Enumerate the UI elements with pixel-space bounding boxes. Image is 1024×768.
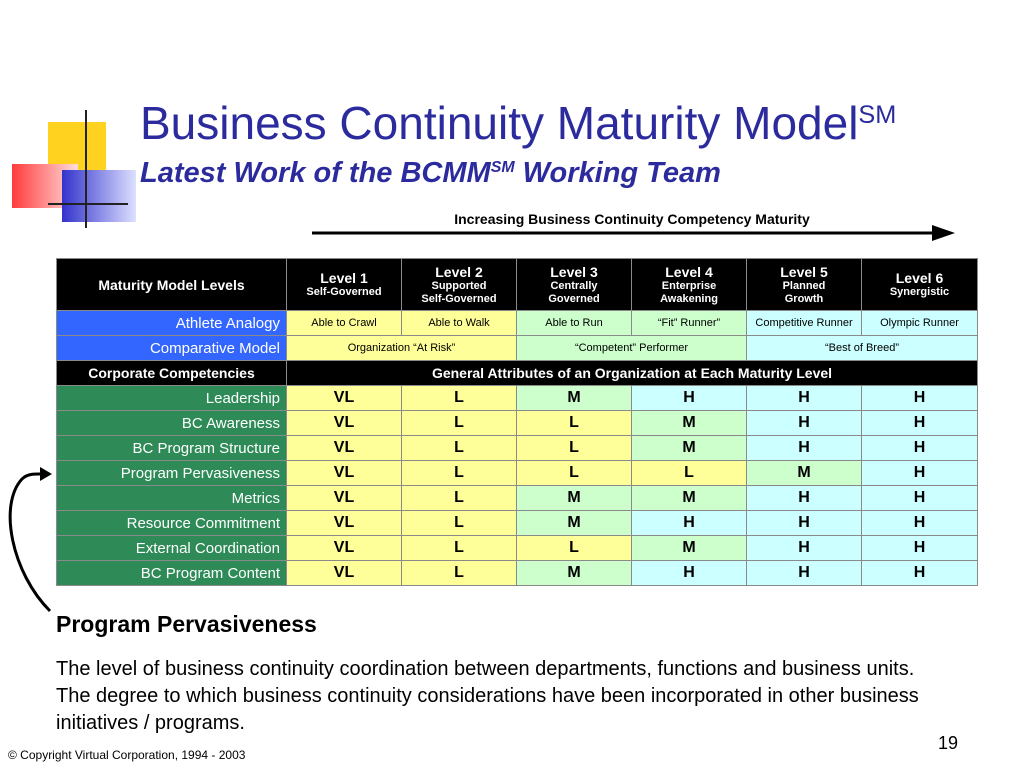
rating-cell: L bbox=[401, 385, 517, 411]
level-header: Level 3 Centrally Governed bbox=[516, 258, 632, 311]
maturity-model-table: Maturity Model Levels Level 1 Self-Govern… bbox=[56, 258, 978, 586]
level-header: Level 1 Self-Governed bbox=[286, 258, 402, 311]
right-arrow-icon bbox=[312, 225, 955, 241]
maturity-arrow-label: Increasing Business Continuity Competenc… bbox=[454, 211, 810, 227]
description-text: The level of business continuity coordin… bbox=[56, 658, 919, 734]
rating-cell: L bbox=[401, 510, 517, 536]
table-cell: “Competent” Performer bbox=[516, 335, 747, 361]
competency-label: External Coordination bbox=[56, 535, 287, 561]
table-row: BC Program Structure VL L L M H H bbox=[56, 435, 978, 461]
competency-label: Leadership bbox=[56, 385, 287, 411]
rating-cell: L bbox=[401, 410, 517, 436]
rating-cell: L bbox=[401, 560, 517, 586]
rating-cell: H bbox=[746, 560, 862, 586]
rating-cell: VL bbox=[286, 460, 402, 486]
row-label: Comparative Model bbox=[56, 335, 287, 361]
page-title: Business Continuity Maturity ModelSM bbox=[140, 97, 897, 149]
table-cell: “Fit” Runner” bbox=[631, 310, 747, 336]
rating-cell: VL bbox=[286, 560, 402, 586]
rating-cell: H bbox=[631, 510, 747, 536]
table-row: External Coordination VL L L M H H bbox=[56, 535, 978, 561]
rating-cell: L bbox=[401, 485, 517, 511]
table-row: Metrics VL L M M H H bbox=[56, 485, 978, 511]
competency-label: Program Pervasiveness bbox=[56, 460, 287, 486]
row-label: Corporate Competencies bbox=[56, 360, 287, 386]
rating-cell: VL bbox=[286, 510, 402, 536]
rating-cell: H bbox=[746, 510, 862, 536]
competency-label: Resource Commitment bbox=[56, 510, 287, 536]
level-header: Level 4 Enterprise Awakening bbox=[631, 258, 747, 311]
rating-cell: H bbox=[746, 435, 862, 461]
rating-cell: L bbox=[516, 435, 632, 461]
attributes-header: General Attributes of an Organization at… bbox=[286, 360, 978, 386]
table-cell: Olympic Runner bbox=[861, 310, 978, 336]
rating-cell: H bbox=[861, 435, 978, 461]
rating-cell: L bbox=[516, 460, 632, 486]
rating-cell: H bbox=[861, 535, 978, 561]
page-subtitle: Latest Work of the BCMMSM Working Team bbox=[140, 157, 721, 189]
table-row: BC Awareness VL L L M H H bbox=[56, 410, 978, 436]
rating-cell: H bbox=[746, 535, 862, 561]
rating-cell: VL bbox=[286, 485, 402, 511]
rating-cell: H bbox=[861, 560, 978, 586]
table-cell: “Best of Breed” bbox=[746, 335, 978, 361]
rating-cell: M bbox=[746, 460, 862, 486]
rating-cell: M bbox=[516, 560, 632, 586]
rating-cell: M bbox=[516, 510, 632, 536]
table-cell: Able to Walk bbox=[401, 310, 517, 336]
rating-cell: H bbox=[861, 460, 978, 486]
level-header: Level 6 Synergistic bbox=[861, 258, 978, 311]
curved-pointer-arrow-icon bbox=[8, 467, 52, 613]
rating-cell: L bbox=[401, 535, 517, 561]
rating-cell: M bbox=[631, 410, 747, 436]
table-row: Resource Commitment VL L M H H H bbox=[56, 510, 978, 536]
rating-cell: L bbox=[401, 460, 517, 486]
competency-label: BC Program Content bbox=[56, 560, 287, 586]
rating-cell: L bbox=[401, 435, 517, 461]
description-title: Program Pervasiveness bbox=[56, 611, 317, 637]
rating-cell: M bbox=[631, 485, 747, 511]
rating-cell: H bbox=[861, 385, 978, 411]
rating-cell: VL bbox=[286, 410, 402, 436]
levels-header-row: Maturity Model Levels Level 1 Self-Govern… bbox=[56, 258, 978, 311]
competency-label: Metrics bbox=[56, 485, 287, 511]
table-row: Leadership VL L M H H H bbox=[56, 385, 978, 411]
rating-cell: VL bbox=[286, 385, 402, 411]
corporate-competencies-row: Corporate Competencies General Attribute… bbox=[56, 360, 978, 386]
rating-cell: L bbox=[631, 460, 747, 486]
athlete-analogy-row: Athlete Analogy Able to Crawl Able to Wa… bbox=[56, 310, 978, 336]
row-label: Athlete Analogy bbox=[56, 310, 287, 336]
level-header: Level 2 Supported Self-Governed bbox=[401, 258, 517, 311]
competency-label: BC Program Structure bbox=[56, 435, 287, 461]
rating-cell: M bbox=[631, 435, 747, 461]
rating-cell: M bbox=[516, 485, 632, 511]
slide-number: 19 bbox=[938, 733, 959, 753]
copyright-notice: © Copyright Virtual Corporation, 1994 - … bbox=[8, 748, 246, 762]
rating-cell: L bbox=[516, 535, 632, 561]
rating-cell: H bbox=[631, 560, 747, 586]
table-row: BC Program Content VL L M H H H bbox=[56, 560, 978, 586]
rating-cell: H bbox=[861, 485, 978, 511]
table-cell: Able to Crawl bbox=[286, 310, 402, 336]
rating-cell: H bbox=[746, 385, 862, 411]
rating-cell: H bbox=[861, 410, 978, 436]
rating-cell: H bbox=[861, 510, 978, 536]
levels-header-label: Maturity Model Levels bbox=[56, 258, 287, 311]
rating-cell: H bbox=[631, 385, 747, 411]
table-row: Program Pervasiveness VL L L L M H bbox=[56, 460, 978, 486]
level-header: Level 5 Planned Growth bbox=[746, 258, 862, 311]
rating-cell: VL bbox=[286, 435, 402, 461]
rating-cell: L bbox=[516, 410, 632, 436]
table-cell: Able to Run bbox=[516, 310, 632, 336]
decorative-logo bbox=[12, 110, 136, 228]
comparative-model-row: Comparative Model Organization “At Risk”… bbox=[56, 335, 978, 361]
table-cell: Competitive Runner bbox=[746, 310, 862, 336]
rating-cell: H bbox=[746, 485, 862, 511]
rating-cell: VL bbox=[286, 535, 402, 561]
table-cell: Organization “At Risk” bbox=[286, 335, 517, 361]
rating-cell: M bbox=[631, 535, 747, 561]
rating-cell: M bbox=[516, 385, 632, 411]
competency-label: BC Awareness bbox=[56, 410, 287, 436]
rating-cell: H bbox=[746, 410, 862, 436]
